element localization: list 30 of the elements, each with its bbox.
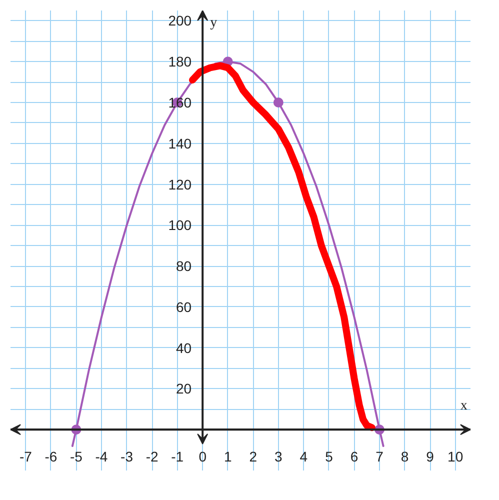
y-tick-label: 60: [176, 298, 192, 315]
x-tick-label: 0: [198, 448, 207, 465]
x-tick-label: 2: [249, 448, 258, 465]
y-tick-label: 20: [176, 380, 192, 397]
x-tick-label: -7: [19, 448, 32, 465]
x-tick-label: -5: [70, 448, 83, 465]
x-tick-label: -3: [120, 448, 134, 465]
x-tick-label: -1: [171, 448, 184, 465]
y-tick-label: 140: [168, 135, 192, 152]
y-tick-label: 180: [168, 54, 192, 70]
x-tick-label: 9: [426, 448, 434, 465]
y-tick-label: 80: [176, 258, 192, 274]
y-tick-label: 100: [168, 217, 192, 234]
x-tick-label: 10: [448, 448, 464, 465]
y-axis-title: y: [210, 15, 218, 30]
y-tick-label: 40: [176, 340, 192, 356]
x-tick-label: 4: [300, 448, 308, 465]
x-tick-label: -4: [95, 448, 108, 465]
y-tick-label: 120: [168, 176, 192, 192]
x-tick-label: 6: [350, 448, 358, 465]
x-tick-label: 1: [224, 448, 232, 465]
x-tick-label: 8: [400, 448, 409, 465]
x-tick-label: 5: [325, 448, 334, 465]
x-tick-label: 7: [376, 448, 384, 465]
x-tick-label: -6: [44, 448, 58, 465]
x-tick-label: 3: [274, 448, 283, 465]
y-tick-label: 200: [168, 12, 192, 29]
x-tick-label: -2: [146, 448, 158, 465]
point: [273, 98, 284, 108]
x-axis-title: x: [460, 398, 468, 414]
